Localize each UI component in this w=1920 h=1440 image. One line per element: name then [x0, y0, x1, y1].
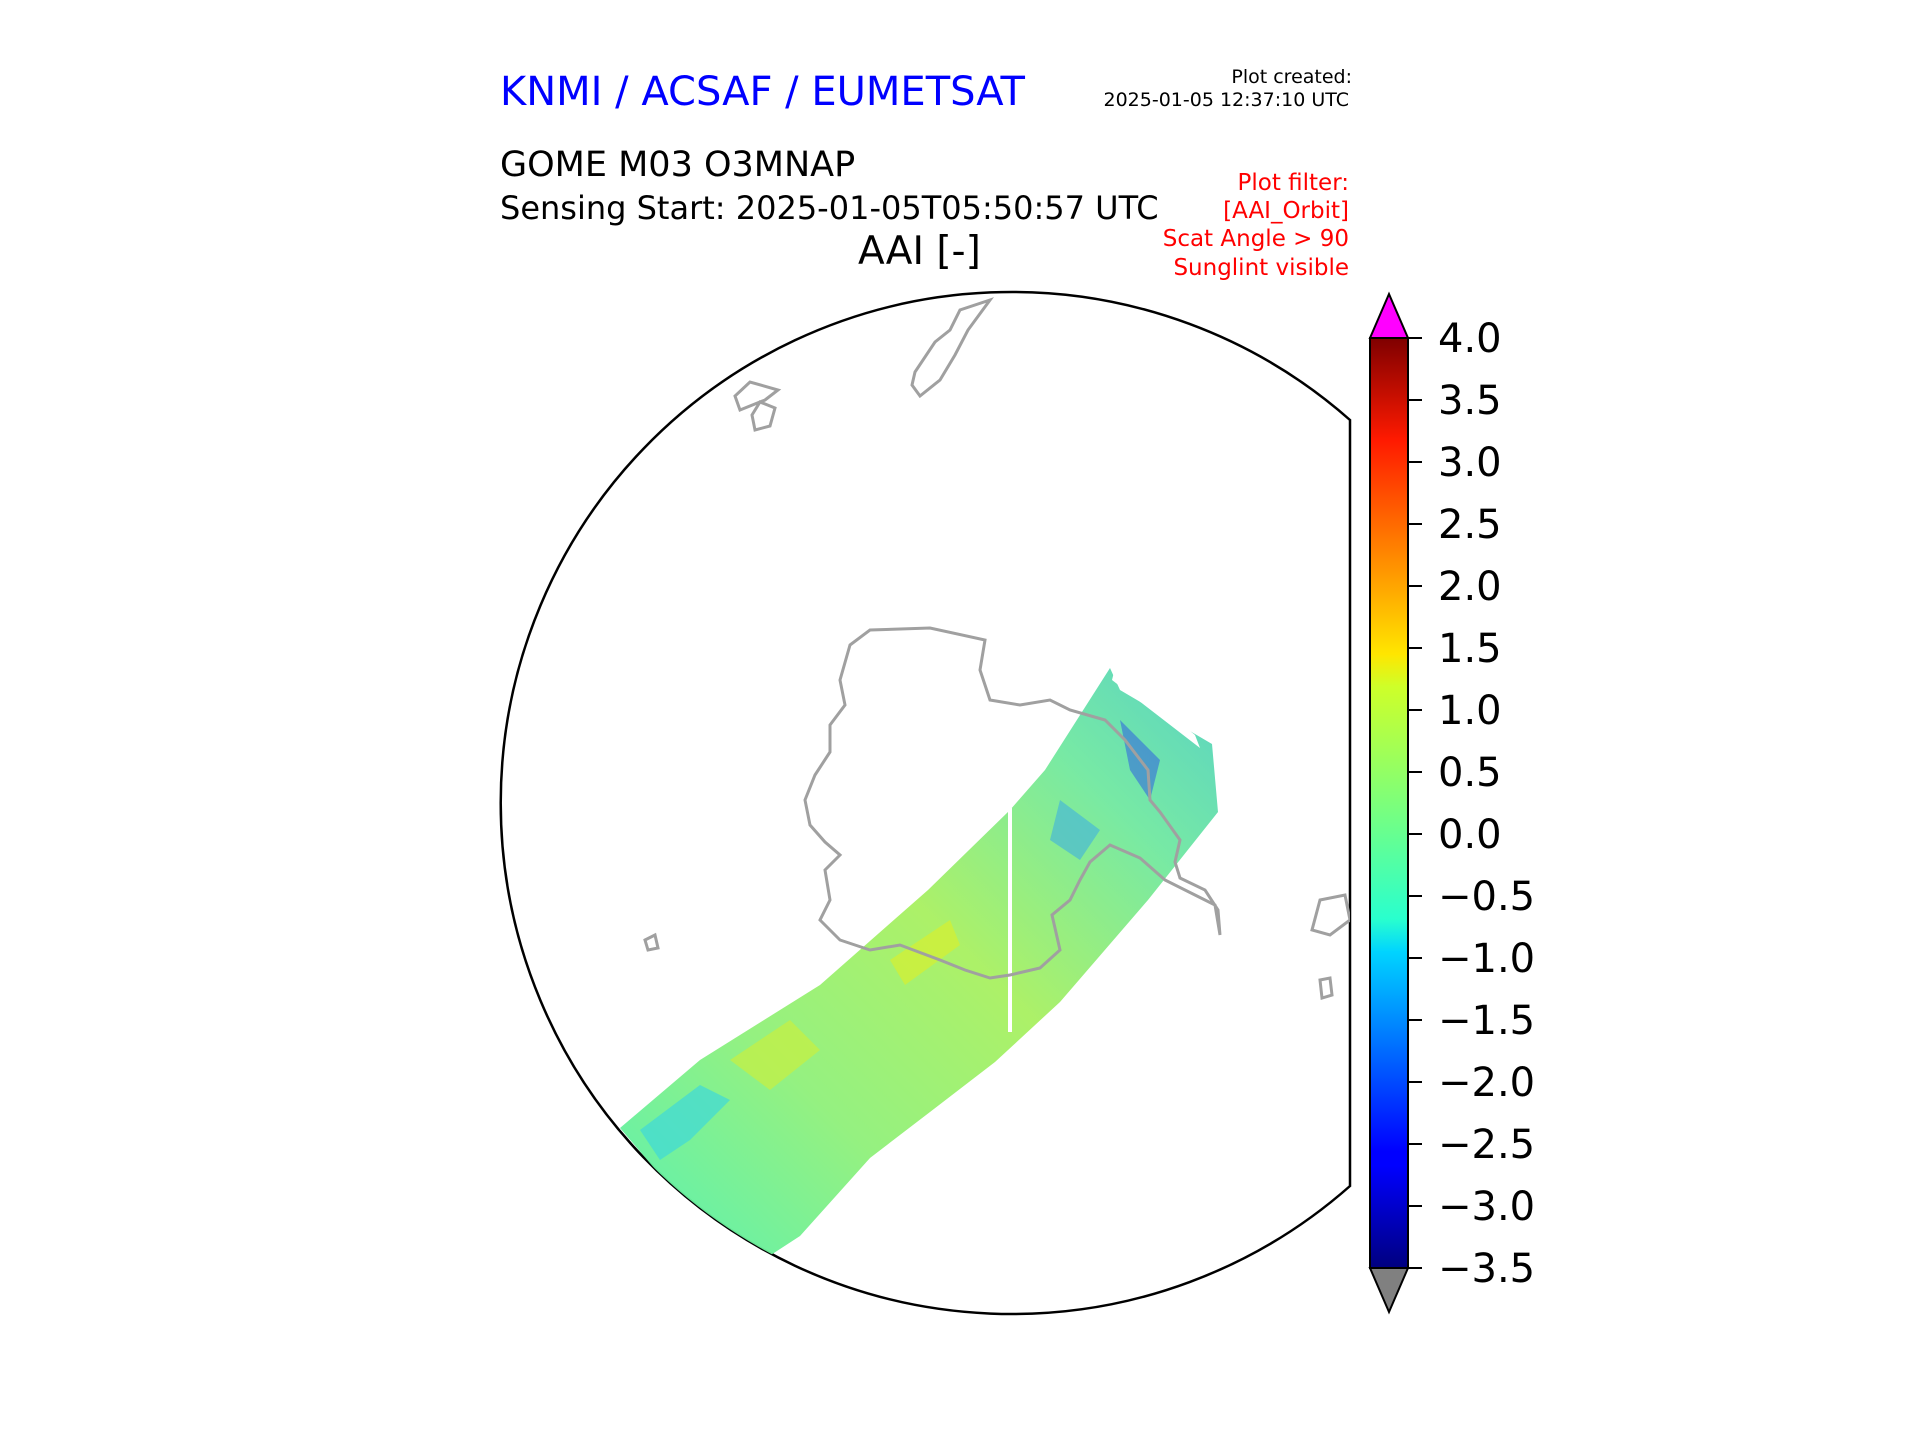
plot-filter-name: [AAI_Orbit]: [1223, 198, 1349, 224]
colorbar-tick-label: −2.5: [1438, 1122, 1535, 1168]
map-frame: [499, 290, 1352, 1316]
colorbar-tick-label: −1.0: [1438, 936, 1535, 982]
colorbar-gradient: [1369, 337, 1409, 1269]
colorbar-extend-over: [1368, 291, 1410, 339]
colorbar-tick-label: 2.5: [1438, 502, 1502, 548]
colorbar-tick-label: 3.5: [1438, 378, 1502, 424]
plot-filter-heading: Plot filter:: [1237, 170, 1349, 196]
plot-filter-scat-angle: Scat Angle > 90: [1162, 226, 1349, 252]
colorbar-tick-label: 3.0: [1438, 440, 1502, 486]
colorbar-tick-label: 4.0: [1438, 316, 1502, 362]
sensing-start: Sensing Start: 2025-01-05T05:50:57 UTC: [500, 189, 1159, 227]
colorbar-tick-label: −1.5: [1438, 998, 1535, 1044]
colorbar-tick-label: −3.5: [1438, 1246, 1535, 1292]
variable-title: AAI [-]: [858, 229, 981, 274]
colorbar-tick-label: 1.0: [1438, 688, 1502, 734]
colorbar-tick-label: 1.5: [1438, 626, 1502, 672]
colorbar-tick-label: −3.0: [1438, 1184, 1535, 1230]
coastlines: [643, 297, 1350, 1000]
product-title: GOME M03 O3MNAP: [500, 145, 856, 185]
colorbar-tick-label: −0.5: [1438, 874, 1535, 920]
colorbar-tick-label: −2.0: [1438, 1060, 1535, 1106]
colorbar-ticks: 4.0 3.5 3.0 2.5 2.0 1.5 1.0 0.5 0.0 −0.5 −1.0 −1.5 −…: [1408, 316, 1535, 1292]
plot-created-label: Plot created:: [1231, 66, 1352, 88]
plot-filter-sunglint: Sunglint visible: [1173, 255, 1349, 281]
colorbar-tick-label: 0.0: [1438, 812, 1502, 858]
colorbar-extend-under: [1368, 1267, 1410, 1315]
colorbar-tick-label: 2.0: [1438, 564, 1502, 610]
colorbar: 4.0 3.5 3.0 2.5 2.0 1.5 1.0 0.5 0.0 −0.5 −1.0 −1.5 −…: [1368, 291, 1535, 1315]
organization-title: KNMI / ACSAF / EUMETSAT: [500, 69, 1025, 115]
colorbar-tick-label: 0.5: [1438, 750, 1502, 796]
plot-created-time: 2025-01-05 12:37:10 UTC: [1103, 89, 1350, 111]
